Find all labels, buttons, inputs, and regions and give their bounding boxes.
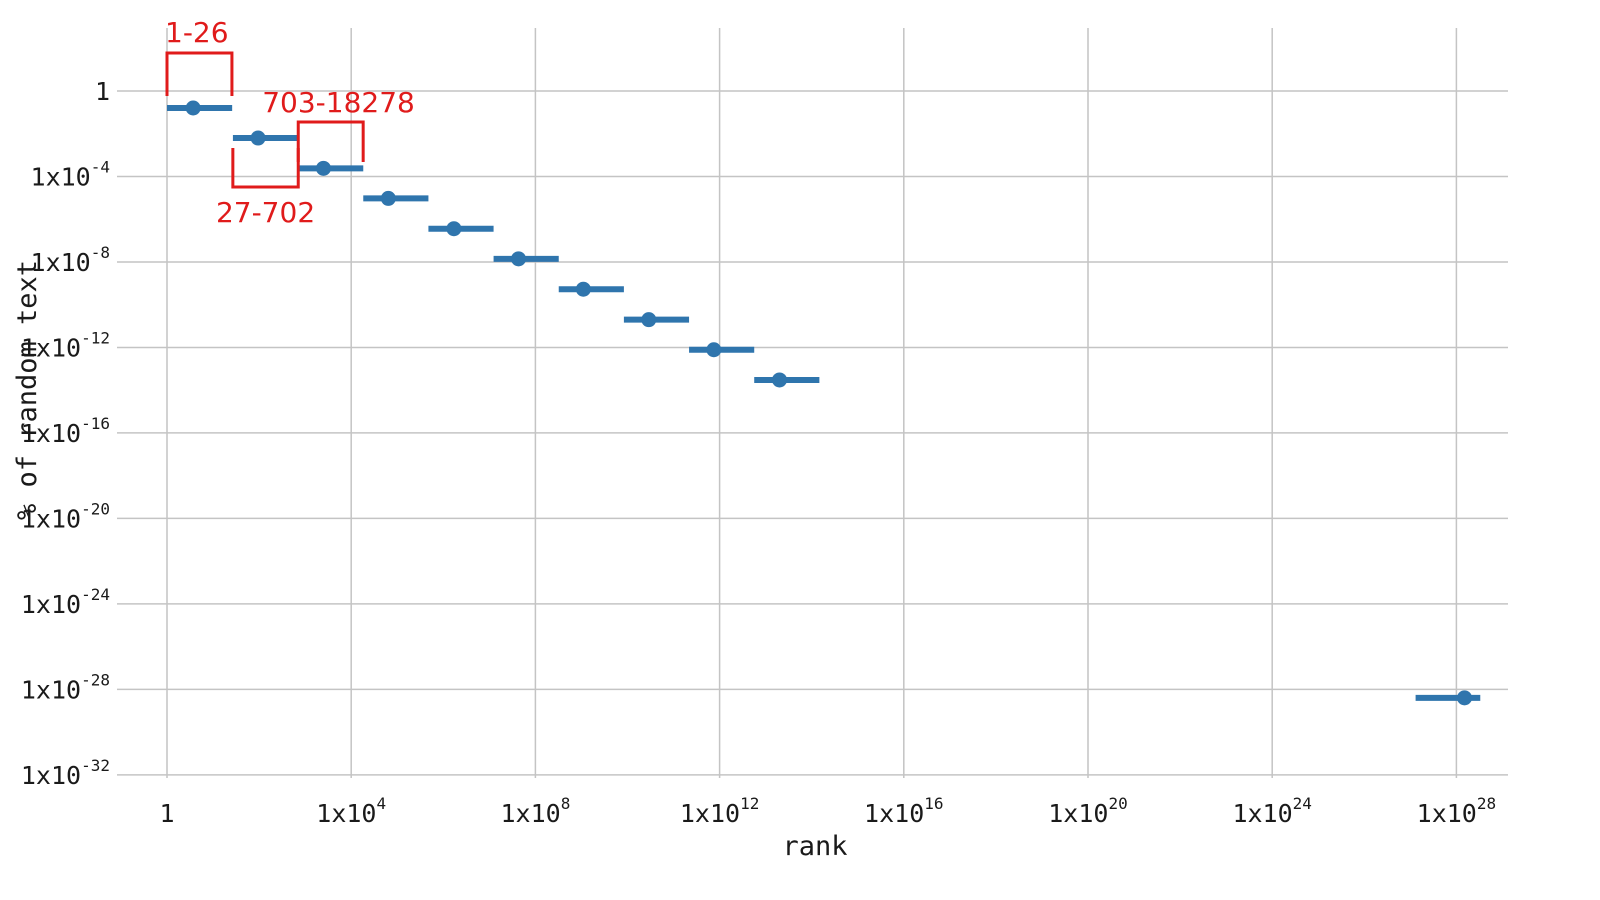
- data-point: [511, 251, 527, 267]
- annotation-label: 27-702: [216, 196, 315, 229]
- annotation-bracket: [165, 51, 234, 96]
- data-point: [250, 130, 266, 146]
- x-tick-label: 1x1020: [1048, 794, 1127, 828]
- x-tick-exponent: 8: [561, 794, 571, 813]
- x-tick-label: 1x1012: [680, 794, 759, 828]
- x-tick-base: 1x10: [500, 799, 560, 828]
- y-tick-base: 1x10: [31, 248, 91, 277]
- data-point: [380, 190, 396, 206]
- x-tick-base: 1x10: [1417, 799, 1477, 828]
- x-tick-label: 1x108: [500, 794, 570, 828]
- y-tick-label: 1x10-32: [21, 756, 110, 790]
- y-tick-exponent: -12: [81, 328, 110, 347]
- y-tick-exponent: -32: [81, 756, 110, 775]
- y-tick-label: 1x10-24: [21, 585, 110, 619]
- y-tick-exponent: -20: [81, 499, 110, 518]
- y-tick-base: 1: [95, 77, 110, 106]
- data-point: [315, 160, 331, 176]
- x-tick-label: 1x1024: [1232, 794, 1311, 828]
- data-point: [185, 100, 201, 116]
- x-tick-label: 1: [159, 799, 174, 828]
- series: [167, 100, 1481, 706]
- x-tick-base: 1x10: [864, 799, 924, 828]
- data-point: [706, 342, 722, 358]
- y-tick-label: 1x10-12: [21, 328, 110, 362]
- y-tick-exponent: -8: [91, 243, 110, 262]
- x-tick-base: 1x10: [316, 799, 376, 828]
- x-tick-exponent: 16: [924, 794, 943, 813]
- data-point: [446, 221, 462, 237]
- y-tick-base: 1x10: [21, 761, 81, 790]
- y-tick-label: 1x10-16: [21, 414, 110, 448]
- y-tick-base: 1x10: [21, 675, 81, 704]
- y-tick-base: 1x10: [21, 504, 81, 533]
- y-tick-exponent: -4: [91, 157, 110, 176]
- y-tick-label: 1: [95, 77, 110, 106]
- x-tick-base: 1: [159, 799, 174, 828]
- x-tick-exponent: 28: [1477, 794, 1496, 813]
- x-axis-label: rank: [782, 831, 847, 862]
- x-tick-label: 1x1028: [1417, 794, 1496, 828]
- y-tick-base: 1x10: [31, 162, 91, 191]
- x-tick-base: 1x10: [1232, 799, 1292, 828]
- y-tick-labels: 11x10-41x10-81x10-121x10-161x10-201x10-2…: [21, 77, 110, 790]
- y-tick-label: 1x10-4: [31, 157, 110, 191]
- annotation-label: 1-26: [165, 16, 229, 49]
- y-tick-base: 1x10: [21, 333, 81, 362]
- x-tick-exponent: 20: [1108, 794, 1127, 813]
- data-point: [1457, 690, 1473, 706]
- x-tick-label: 1x1016: [864, 794, 943, 828]
- data-point: [641, 312, 657, 328]
- y-tick-base: 1x10: [21, 590, 81, 619]
- annotation-label: 703-18278: [262, 86, 415, 119]
- annotations: 1-26 27-702 703-18278: [165, 16, 415, 229]
- y-tick-base: 1x10: [21, 419, 81, 448]
- y-tick-exponent: -28: [81, 670, 110, 689]
- x-tick-exponent: 24: [1293, 794, 1312, 813]
- y-tick-label: 1x10-20: [21, 499, 110, 533]
- annotation-bracket: [231, 148, 300, 189]
- x-tick-labels: 1 1x104 1x108 1x1012 1x1016 1x1020 1x1024 1x102…: [159, 794, 1496, 828]
- x-tick-base: 1x10: [1048, 799, 1108, 828]
- y-tick-label: 1x10-28: [21, 670, 110, 704]
- x-tick-label: 1x104: [316, 794, 386, 828]
- x-tick-exponent: 4: [376, 794, 386, 813]
- grid: [117, 28, 1508, 778]
- y-tick-exponent: -16: [81, 414, 110, 433]
- annotation-bracket: [296, 120, 365, 162]
- data-point: [772, 372, 788, 388]
- x-tick-exponent: 12: [740, 794, 759, 813]
- x-tick-base: 1x10: [680, 799, 740, 828]
- y-axis-label: % of random text: [12, 260, 43, 520]
- y-tick-label: 1x10-8: [31, 243, 110, 277]
- data-point: [575, 281, 591, 297]
- y-tick-exponent: -24: [81, 585, 110, 604]
